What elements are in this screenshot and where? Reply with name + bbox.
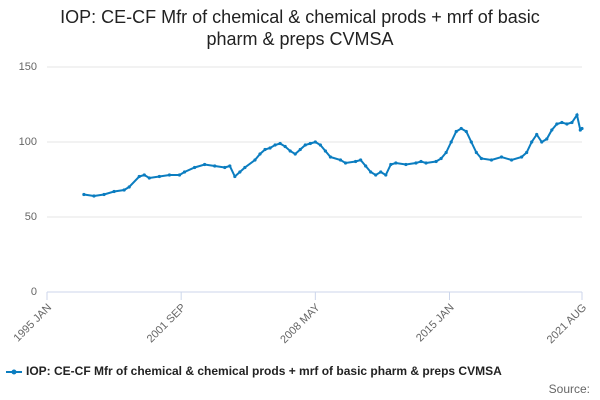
point [288, 149, 292, 153]
point [293, 152, 297, 156]
point [424, 161, 428, 165]
x-tick-label: 2015 JAN [414, 302, 457, 345]
point [404, 162, 408, 167]
point [499, 155, 504, 159]
point [177, 173, 182, 177]
point [142, 173, 146, 177]
x-tick-label: 1995 JAN [12, 302, 55, 345]
point [560, 120, 564, 125]
y-tick-label: 0 [31, 286, 37, 298]
point [469, 140, 473, 144]
point [167, 173, 172, 177]
x-tick-label: 2001 SEP [145, 302, 189, 346]
point [414, 161, 418, 165]
point [394, 161, 398, 165]
legend-label: IOP: CE-CF Mfr of chemical & chemical pr… [26, 364, 502, 378]
point [444, 150, 448, 155]
point [258, 152, 262, 156]
point [238, 170, 242, 174]
point [338, 158, 343, 162]
point [369, 170, 373, 174]
point [454, 129, 458, 134]
point [474, 150, 478, 155]
point [580, 126, 584, 131]
point [203, 162, 207, 167]
point [459, 126, 463, 131]
point [343, 161, 348, 165]
point [233, 174, 237, 179]
point [464, 129, 468, 134]
legend-marker [11, 369, 17, 375]
point [157, 174, 161, 179]
point [570, 120, 574, 125]
point [434, 159, 438, 164]
point [147, 176, 151, 180]
point [278, 141, 282, 146]
point [268, 146, 272, 150]
point [298, 147, 302, 152]
point [92, 194, 96, 198]
point [364, 164, 368, 168]
point [112, 189, 116, 194]
point [273, 143, 277, 147]
point [535, 132, 539, 137]
x-tick-label: 2021 AUG [545, 302, 589, 346]
chart-title: IOP: CE-CF Mfr of chemical & chemical pr… [60, 7, 540, 49]
point [359, 158, 363, 162]
point [555, 122, 559, 126]
x-tick-label: 2008 MAY [278, 301, 323, 346]
point [509, 158, 514, 162]
point [353, 159, 358, 164]
point [439, 156, 443, 161]
point [520, 155, 524, 159]
point [323, 149, 328, 153]
point [575, 113, 579, 117]
point [182, 170, 187, 174]
point [389, 162, 393, 167]
point [308, 141, 312, 146]
point [530, 140, 534, 144]
point [303, 143, 307, 147]
y-tick-label: 150 [19, 61, 37, 73]
y-tick-label: 50 [25, 211, 37, 223]
point [82, 192, 86, 197]
source: Source: [549, 382, 590, 396]
point [127, 185, 131, 189]
point [525, 150, 529, 155]
point [283, 144, 287, 149]
point [243, 165, 247, 170]
point [565, 122, 569, 126]
point [263, 147, 267, 152]
point [374, 173, 378, 177]
point [253, 158, 257, 162]
point [223, 165, 227, 170]
point [137, 174, 141, 179]
point [313, 140, 317, 144]
point [122, 188, 126, 192]
point [419, 159, 423, 164]
point [489, 158, 494, 162]
point [102, 192, 106, 197]
y-tick-label: 100 [19, 136, 37, 148]
point [318, 143, 322, 147]
point [328, 155, 333, 159]
point [540, 140, 544, 144]
point [479, 156, 483, 161]
point [384, 173, 388, 177]
point [228, 164, 232, 168]
point [379, 170, 383, 174]
point [449, 140, 453, 144]
point [213, 164, 217, 168]
point [545, 137, 549, 141]
point [550, 128, 554, 132]
line [83, 112, 583, 198]
point [192, 165, 197, 170]
